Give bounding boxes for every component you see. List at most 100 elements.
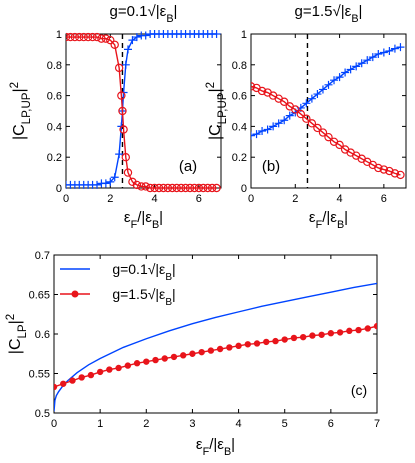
data-point (207, 347, 215, 354)
data-point (145, 183, 155, 193)
data-point (97, 34, 106, 43)
data-point (318, 128, 328, 137)
data-point (132, 33, 141, 42)
data-point (368, 53, 377, 62)
data-point (373, 322, 377, 330)
data-point (352, 62, 361, 71)
data-point (251, 82, 256, 91)
data-point (313, 123, 322, 133)
data-point (92, 32, 102, 42)
data-point (290, 334, 298, 342)
panel-label: (c) (351, 382, 367, 398)
y-tick-label: 0.2 (232, 152, 247, 164)
panel-title: g=1.5√|εB| (295, 3, 363, 25)
data-point (263, 125, 272, 134)
data-point (93, 180, 101, 189)
data-point (390, 44, 399, 53)
series-group (54, 282, 377, 412)
data-point (307, 119, 317, 128)
x-tick-label: 0 (51, 418, 57, 430)
data-point (244, 341, 251, 348)
data-point (357, 59, 366, 68)
y-tick-label: 0.8 (232, 60, 247, 72)
y-tick-label: 1 (56, 29, 62, 41)
data-point (133, 360, 141, 367)
data-point (336, 329, 344, 336)
data-point (70, 32, 80, 42)
data-point (83, 32, 93, 42)
data-point (335, 140, 344, 150)
panel-label: (b) (262, 158, 280, 175)
data-point (110, 40, 119, 49)
data-point (163, 183, 173, 193)
x-tick-label: 5 (282, 418, 288, 430)
data-point (281, 336, 288, 343)
panel-label: (a) (179, 158, 197, 175)
data-point (150, 183, 159, 193)
y-tick-label: 0.65 (29, 290, 50, 302)
data-point (78, 374, 85, 381)
data-point (346, 65, 355, 74)
data-point (285, 111, 294, 120)
data-point (185, 183, 195, 193)
data-point (263, 338, 270, 346)
data-point (141, 182, 150, 191)
data-point (280, 97, 289, 106)
y-tick-label: 0.6 (47, 91, 62, 103)
data-point (324, 132, 333, 142)
x-tick-label: 0 (63, 193, 69, 205)
data-point (198, 348, 205, 356)
data-point (168, 183, 177, 193)
data-point (258, 127, 267, 136)
data-point (330, 76, 339, 85)
data-point (272, 337, 279, 345)
data-point (346, 327, 353, 335)
x-axis-label: εF/|εB| (124, 209, 163, 231)
x-tick-label: 4 (337, 193, 343, 205)
data-point (189, 350, 196, 357)
data-point (307, 94, 316, 103)
data-point (302, 99, 311, 108)
x-tick-label: 2 (292, 193, 298, 205)
data-point (115, 364, 122, 372)
plot-frame (65, 33, 222, 189)
data-point (119, 125, 128, 134)
data-point (374, 163, 383, 173)
data-point (106, 177, 115, 186)
data-point (396, 170, 405, 180)
x-tick-label: 7 (374, 418, 380, 430)
data-point (101, 179, 110, 188)
data-point (143, 358, 150, 365)
data-point (318, 85, 327, 94)
x-axis-label: εF/|εB| (309, 209, 348, 231)
data-point (364, 325, 371, 332)
data-point (110, 173, 119, 182)
data-point (66, 32, 71, 42)
data-point (374, 50, 383, 59)
data-point (251, 131, 255, 140)
y-axis-label: |CLP,UP|2 (205, 82, 229, 140)
data-point (299, 333, 307, 341)
y-tick-label: 0.55 (29, 369, 50, 381)
data-point (154, 183, 164, 193)
data-point (212, 183, 221, 193)
data-point (385, 166, 394, 176)
data-point (396, 43, 405, 52)
data-point (296, 109, 306, 119)
x-tick-label: 6 (196, 193, 202, 205)
data-point (363, 56, 372, 65)
data-point (379, 48, 388, 57)
data-point (280, 116, 289, 125)
data-point (291, 105, 300, 114)
x-tick-label: 6 (381, 193, 387, 205)
data-point (203, 183, 212, 193)
y-axis-label: |CLP|2 (5, 314, 29, 354)
data-point (207, 183, 217, 193)
data-point (226, 344, 233, 351)
plot-frame (250, 33, 407, 189)
y-tick-label: 1 (241, 29, 247, 41)
data-point (253, 340, 261, 347)
x-tick-label: 3 (189, 418, 195, 430)
data-point (132, 180, 142, 190)
